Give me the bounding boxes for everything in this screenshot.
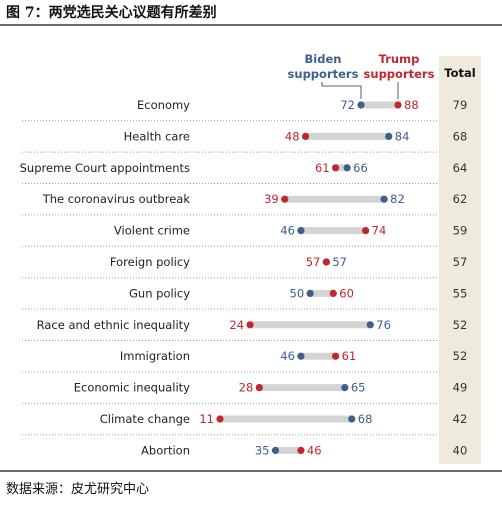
category-label: Climate change	[100, 412, 190, 426]
biden-dot	[380, 195, 388, 203]
total-value: 64	[453, 161, 468, 175]
biden-value-label: 66	[353, 161, 368, 175]
trump-dot	[216, 415, 224, 423]
figure-source: 数据来源：皮尤研究中心	[6, 482, 150, 497]
total-value: 68	[453, 129, 468, 143]
biden-value-label: 46	[280, 224, 295, 238]
category-label: Immigration	[120, 349, 190, 363]
category-label: The coronavirus outbreak	[42, 192, 191, 206]
trump-dot	[331, 352, 340, 360]
chart-row: Immigration 46 61 52	[120, 349, 467, 363]
figure-title: 图 7：两党选民关心议题有所差别	[6, 5, 217, 21]
trump-value-label: 39	[264, 192, 279, 206]
trump-value-label: 74	[372, 224, 387, 238]
trump-dot	[255, 384, 263, 392]
category-label: Race and ethnic inequality	[37, 318, 191, 332]
total-value: 79	[453, 98, 468, 112]
total-value: 40	[453, 443, 468, 457]
total-value: 49	[453, 381, 468, 395]
chart-row: Foreign policy 57 57 57	[110, 255, 467, 269]
chart-row: Race and ethnic inequality 76 24 52	[37, 318, 468, 332]
trump-value-label: 11	[199, 412, 214, 426]
chart-row: Abortion 35 46 40	[141, 443, 467, 457]
trump-value-label: 61	[315, 161, 330, 175]
total-value: 57	[453, 255, 468, 269]
biden-dot	[341, 384, 349, 392]
top-rule	[0, 24, 502, 26]
trump-dot	[331, 164, 340, 172]
category-label: Gun policy	[129, 286, 190, 300]
category-label: Economy	[137, 98, 190, 112]
total-value: 52	[453, 318, 468, 332]
biden-value-label: 68	[358, 412, 373, 426]
total-value: 62	[453, 192, 468, 206]
biden-value-label: 82	[390, 192, 405, 206]
total-value: 59	[453, 224, 468, 238]
chart-row: Gun policy 50 60 55	[129, 286, 467, 300]
trump-dot	[362, 227, 370, 235]
biden-value-label: 35	[255, 443, 270, 457]
category-label: Violent crime	[114, 224, 190, 238]
chart-row: Violent crime 46 74 59	[114, 224, 467, 238]
chart-row: Climate change 68 11 42	[100, 412, 468, 426]
biden-dot	[343, 164, 351, 172]
biden-dot	[348, 415, 356, 423]
trump-dot	[329, 289, 337, 297]
biden-legend-leader	[321, 82, 362, 99]
trump-dot	[281, 195, 289, 203]
category-label: Abortion	[141, 443, 190, 457]
biden-dot	[306, 289, 314, 297]
total-value: 55	[453, 286, 468, 300]
legend-leaders	[321, 82, 399, 99]
trump-value-label: 60	[339, 286, 354, 300]
trump-value-label: 88	[404, 98, 419, 112]
biden-value-label: 57	[332, 255, 347, 269]
trump-dot	[297, 446, 305, 454]
biden-value-label: 84	[395, 129, 410, 143]
biden-value-label: 72	[340, 98, 355, 112]
trump-value-label: 28	[239, 381, 254, 395]
trump-dot	[301, 132, 310, 140]
biden-value-label: 76	[376, 318, 391, 332]
bottom-rule	[0, 470, 502, 472]
biden-value-label: 46	[280, 349, 295, 363]
category-label: Health care	[124, 129, 190, 143]
biden-value-label: 50	[290, 286, 305, 300]
trump-value-label: 61	[342, 349, 357, 363]
chart-row: Health care 84 48 68	[124, 129, 468, 143]
category-label: Supreme Court appointments	[20, 161, 190, 175]
chart-row: The coronavirus outbreak 82 39 62	[42, 192, 468, 206]
trump-value-label: 46	[307, 443, 322, 457]
legend-trump-supporters: Trump supporters	[363, 52, 435, 81]
chart-row: Economic inequality 65 28 49	[74, 381, 468, 395]
trump-value-label: 57	[306, 255, 321, 269]
total-value: 52	[453, 349, 468, 363]
biden-dot	[297, 352, 305, 360]
chart-row: Supreme Court appointments 66 61 64	[20, 161, 468, 175]
trump-value-label: 48	[285, 129, 300, 143]
biden-dot	[385, 132, 393, 140]
chart-row: Economy 72 88 79	[137, 98, 467, 112]
biden-dot	[271, 446, 280, 454]
legend-biden-supporters: Biden supporters	[287, 52, 359, 81]
biden-dot	[297, 227, 305, 235]
biden-dot	[366, 321, 374, 329]
trump-value-label: 24	[229, 318, 244, 332]
total-column-background	[439, 56, 481, 464]
chart-rows: Economy 72 88 79 Health care 84 48 68 Supreme Co…	[20, 98, 468, 457]
dumbbell-chart: Economy 72 88 79 Health care 84 48 68 Supreme Co…	[20, 82, 468, 457]
total-value: 42	[453, 412, 468, 426]
biden-value-label: 65	[351, 381, 366, 395]
trump-dot	[322, 258, 330, 266]
total-header: Total	[444, 66, 476, 80]
category-label: Foreign policy	[110, 255, 190, 269]
category-label: Economic inequality	[74, 381, 190, 395]
trump-dot	[246, 321, 254, 329]
trump-dot	[394, 101, 402, 109]
biden-dot	[357, 101, 365, 109]
